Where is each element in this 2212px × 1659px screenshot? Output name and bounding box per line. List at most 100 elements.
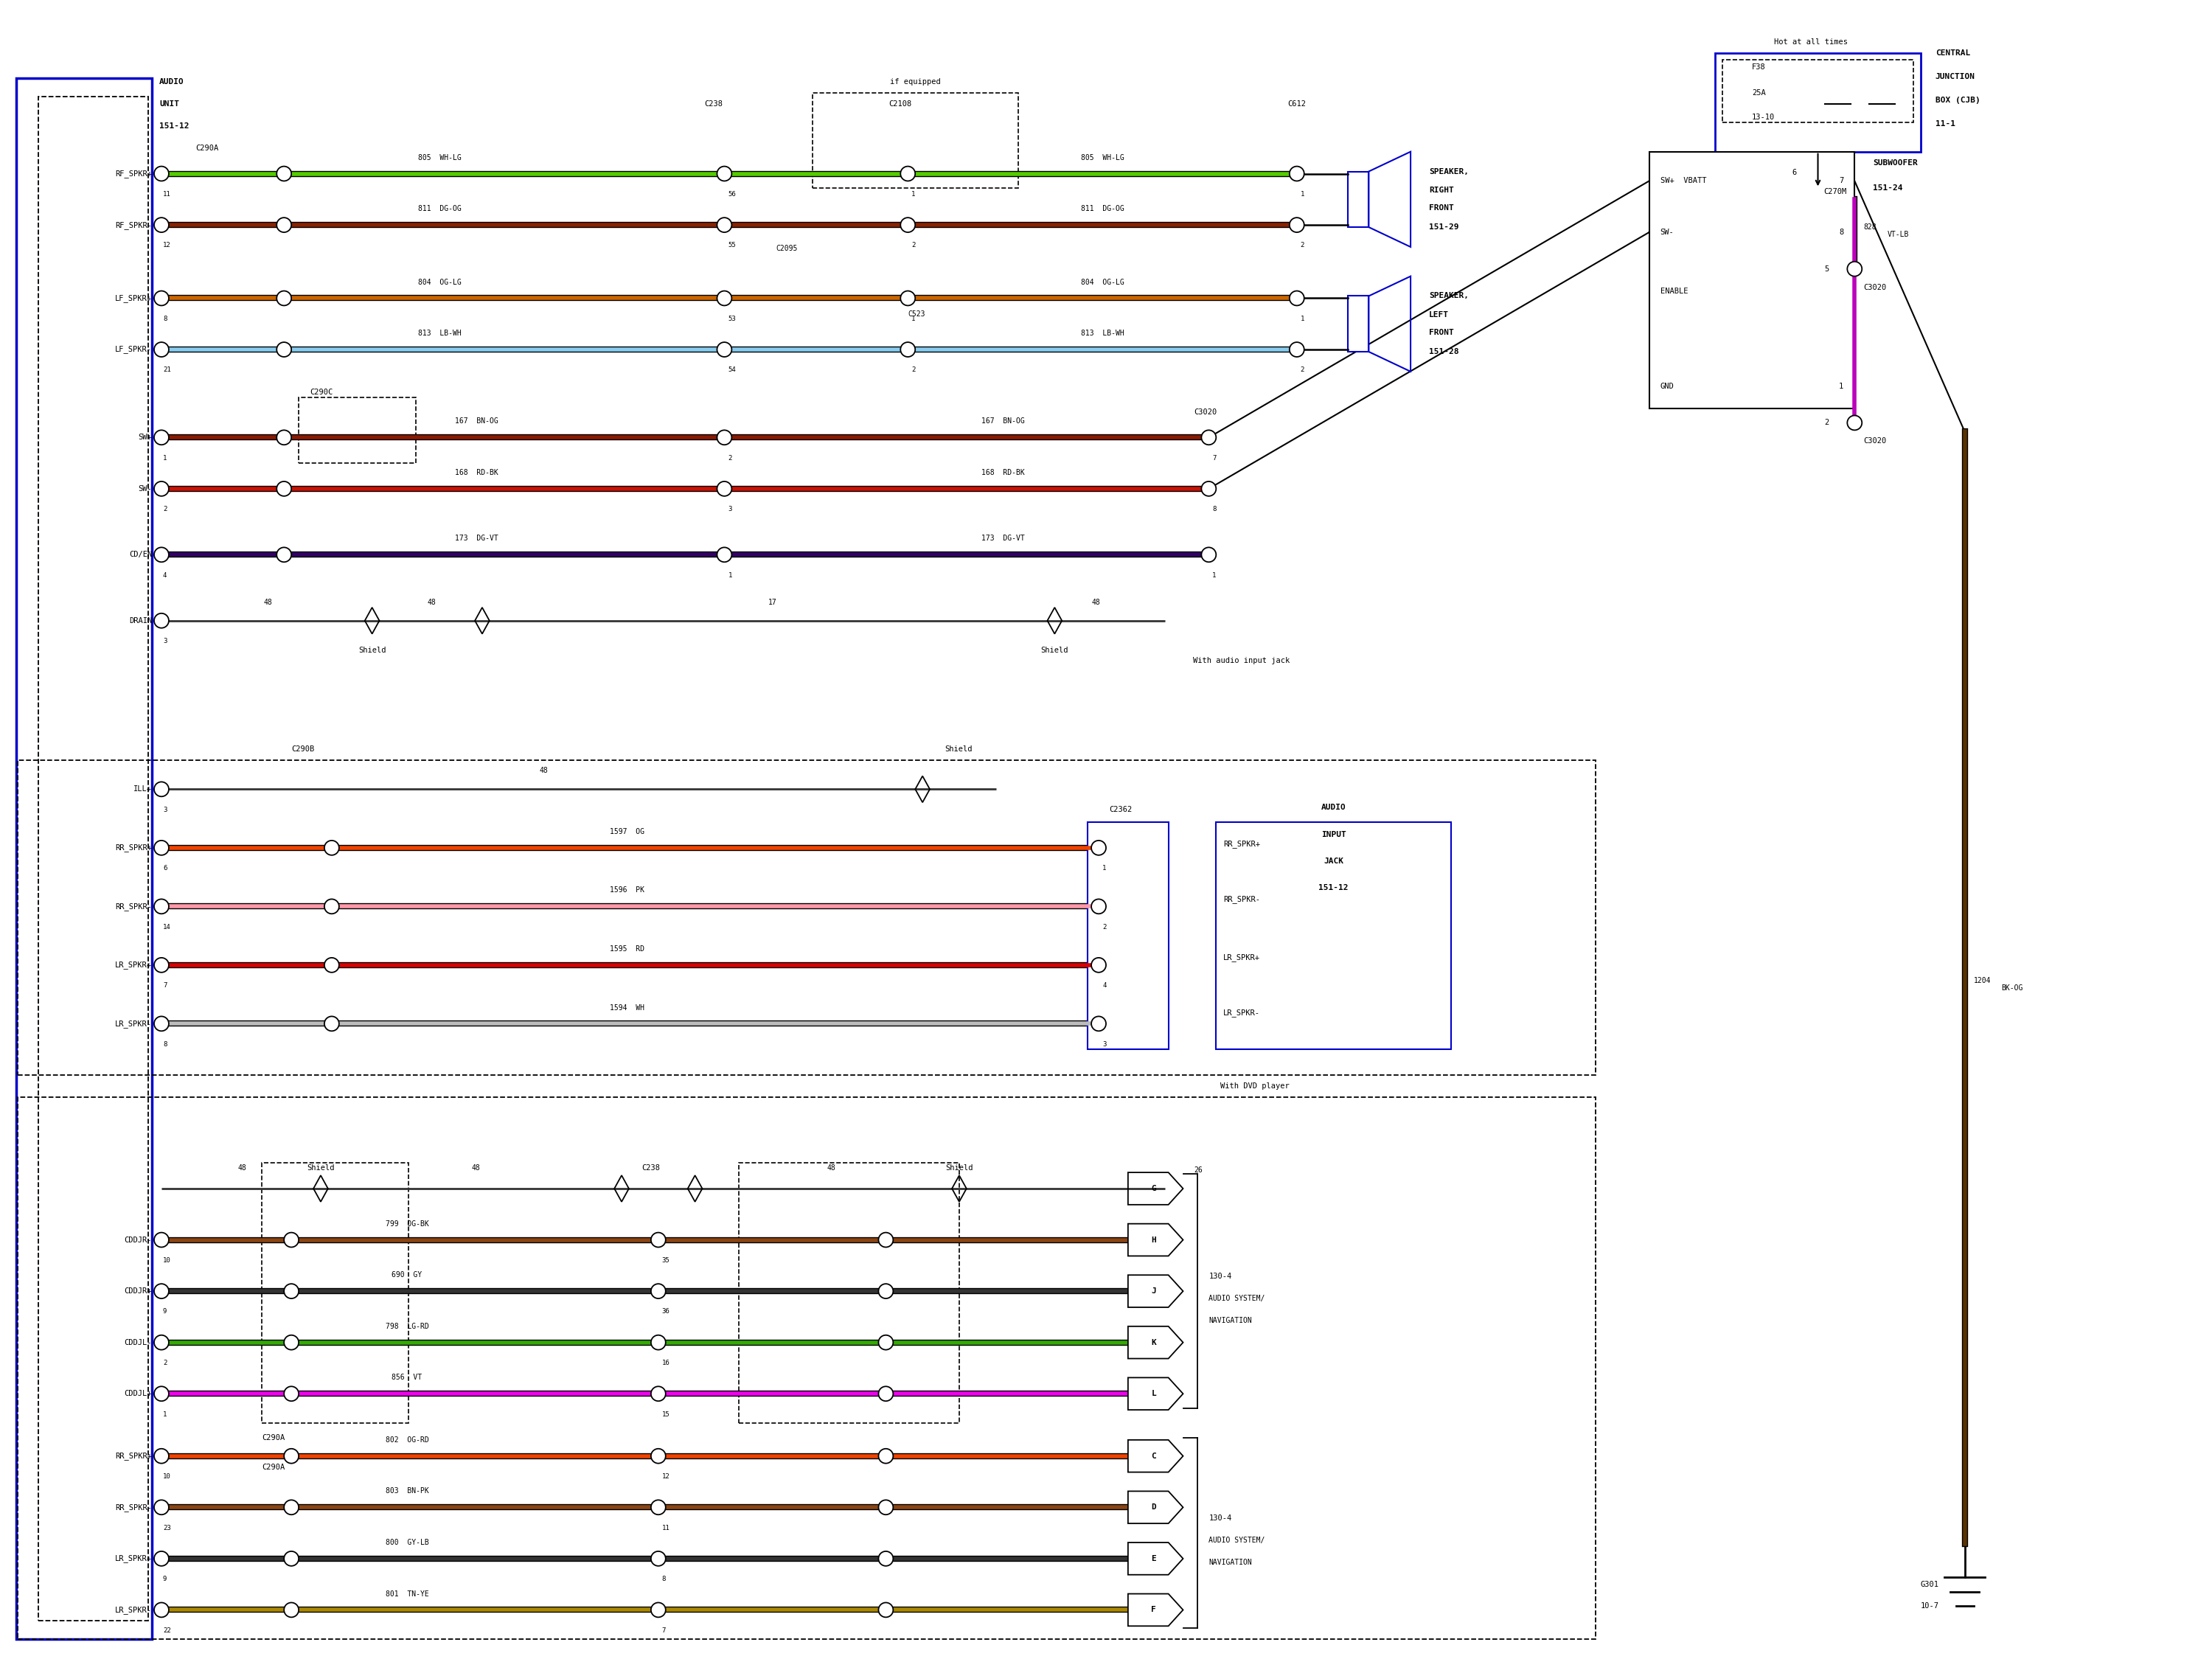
Text: 151-29: 151-29 bbox=[1429, 224, 1458, 231]
Text: CDDJL+: CDDJL+ bbox=[124, 1390, 153, 1397]
Text: 1: 1 bbox=[1212, 572, 1217, 579]
Text: 151-28: 151-28 bbox=[1429, 348, 1458, 355]
Text: 804  OG-LG: 804 OG-LG bbox=[1082, 279, 1124, 285]
Circle shape bbox=[283, 1448, 299, 1463]
Text: 151-12: 151-12 bbox=[159, 123, 188, 129]
Text: 36: 36 bbox=[661, 1309, 670, 1316]
Text: C270M: C270M bbox=[1823, 187, 1847, 196]
Text: C2095: C2095 bbox=[776, 246, 796, 252]
Circle shape bbox=[325, 957, 338, 972]
Text: G: G bbox=[1150, 1185, 1157, 1193]
Text: C238: C238 bbox=[703, 100, 723, 108]
Text: D: D bbox=[1150, 1503, 1157, 1511]
Text: 811  DG-OG: 811 DG-OG bbox=[1082, 206, 1124, 212]
Text: 1595  RD: 1595 RD bbox=[611, 946, 644, 952]
Text: 15: 15 bbox=[661, 1410, 670, 1417]
Text: LR_SPKR-: LR_SPKR- bbox=[115, 1606, 153, 1614]
Circle shape bbox=[276, 547, 292, 562]
Text: 803  BN-PK: 803 BN-PK bbox=[385, 1488, 429, 1495]
Text: RR_SPKR+: RR_SPKR+ bbox=[115, 1452, 153, 1460]
Text: LR_SPKR-: LR_SPKR- bbox=[1223, 1009, 1261, 1017]
Text: LF_SPKR-: LF_SPKR- bbox=[115, 345, 153, 353]
Text: UNIT: UNIT bbox=[159, 100, 179, 108]
Text: 10-7: 10-7 bbox=[1920, 1603, 1940, 1609]
Circle shape bbox=[1091, 1017, 1106, 1030]
Text: H: H bbox=[1150, 1236, 1157, 1244]
Circle shape bbox=[155, 290, 168, 305]
Text: 48: 48 bbox=[471, 1165, 480, 1171]
Circle shape bbox=[155, 841, 168, 854]
Text: E: E bbox=[1150, 1554, 1157, 1563]
Text: NAVIGATION: NAVIGATION bbox=[1208, 1317, 1252, 1324]
Circle shape bbox=[283, 1500, 299, 1515]
Text: C523: C523 bbox=[907, 310, 925, 319]
Text: 22: 22 bbox=[164, 1627, 170, 1634]
Text: 813  LB-WH: 813 LB-WH bbox=[418, 330, 462, 337]
Circle shape bbox=[155, 957, 168, 972]
Text: K: K bbox=[1150, 1339, 1157, 1345]
Text: BOX (CJB): BOX (CJB) bbox=[1935, 96, 1980, 105]
Text: With DVD player: With DVD player bbox=[1221, 1082, 1290, 1090]
Text: 4: 4 bbox=[164, 572, 166, 579]
Text: 21: 21 bbox=[164, 367, 170, 373]
Circle shape bbox=[650, 1233, 666, 1248]
Text: 173  DG-VT: 173 DG-VT bbox=[456, 534, 498, 542]
Text: 1204: 1204 bbox=[1973, 977, 1991, 984]
Text: 130-4: 130-4 bbox=[1208, 1515, 1232, 1521]
Text: 11-1: 11-1 bbox=[1935, 119, 1955, 128]
Bar bbox=[299, 397, 416, 463]
Text: 1: 1 bbox=[164, 1410, 166, 1417]
Circle shape bbox=[155, 481, 168, 496]
Text: SPEAKER,: SPEAKER, bbox=[1429, 292, 1469, 300]
Circle shape bbox=[878, 1387, 894, 1402]
Text: 55: 55 bbox=[728, 242, 737, 249]
Text: JACK: JACK bbox=[1323, 858, 1343, 864]
Text: 1597  OG: 1597 OG bbox=[611, 828, 644, 836]
Circle shape bbox=[155, 547, 168, 562]
Text: RF_SPKR-: RF_SPKR- bbox=[115, 221, 153, 229]
Text: 13-10: 13-10 bbox=[1752, 113, 1774, 121]
Text: C: C bbox=[1150, 1452, 1157, 1460]
Circle shape bbox=[155, 1233, 168, 1248]
Text: 2: 2 bbox=[728, 455, 732, 461]
Text: RR_SPKR-: RR_SPKR- bbox=[115, 902, 153, 911]
Text: LR_SPKR+: LR_SPKR+ bbox=[115, 1554, 153, 1563]
Text: G301: G301 bbox=[1920, 1581, 1940, 1588]
Text: Shield: Shield bbox=[307, 1165, 334, 1171]
Text: SW+  VBATT: SW+ VBATT bbox=[1661, 178, 1705, 184]
Circle shape bbox=[878, 1284, 894, 1299]
Text: 1: 1 bbox=[911, 191, 916, 197]
Circle shape bbox=[155, 166, 168, 181]
Circle shape bbox=[650, 1284, 666, 1299]
Circle shape bbox=[650, 1603, 666, 1618]
Text: 3: 3 bbox=[164, 806, 166, 813]
Text: 1: 1 bbox=[1102, 864, 1106, 871]
Text: AUDIO SYSTEM/: AUDIO SYSTEM/ bbox=[1208, 1294, 1265, 1302]
Circle shape bbox=[283, 1335, 299, 1350]
Bar bbox=[18, 1097, 1595, 1639]
Text: RR_SPKR-: RR_SPKR- bbox=[1223, 896, 1261, 902]
Text: 2: 2 bbox=[1102, 924, 1106, 931]
Text: 7: 7 bbox=[1838, 178, 1843, 184]
Text: 12: 12 bbox=[164, 242, 170, 249]
Text: 1594  WH: 1594 WH bbox=[611, 1004, 644, 1012]
Text: LR_SPKR-: LR_SPKR- bbox=[115, 1020, 153, 1027]
Circle shape bbox=[878, 1233, 894, 1248]
Text: LF_SPKR+: LF_SPKR+ bbox=[115, 294, 153, 302]
Text: 8: 8 bbox=[661, 1576, 666, 1583]
Circle shape bbox=[650, 1335, 666, 1350]
Text: 856  VT: 856 VT bbox=[392, 1374, 422, 1382]
Circle shape bbox=[283, 1603, 299, 1618]
Circle shape bbox=[1201, 481, 1217, 496]
Circle shape bbox=[155, 1387, 168, 1402]
Text: 8: 8 bbox=[164, 1040, 166, 1047]
Circle shape bbox=[1290, 217, 1305, 232]
Text: F38: F38 bbox=[1752, 63, 1765, 71]
Text: NAVIGATION: NAVIGATION bbox=[1208, 1558, 1252, 1566]
Text: With audio input jack: With audio input jack bbox=[1192, 657, 1290, 665]
Text: 7: 7 bbox=[1212, 455, 1217, 461]
Text: 802  OG-RD: 802 OG-RD bbox=[385, 1437, 429, 1443]
Text: 6: 6 bbox=[1792, 169, 1796, 176]
Text: 800  GY-LB: 800 GY-LB bbox=[385, 1540, 429, 1546]
Text: if equipped: if equipped bbox=[889, 78, 940, 86]
